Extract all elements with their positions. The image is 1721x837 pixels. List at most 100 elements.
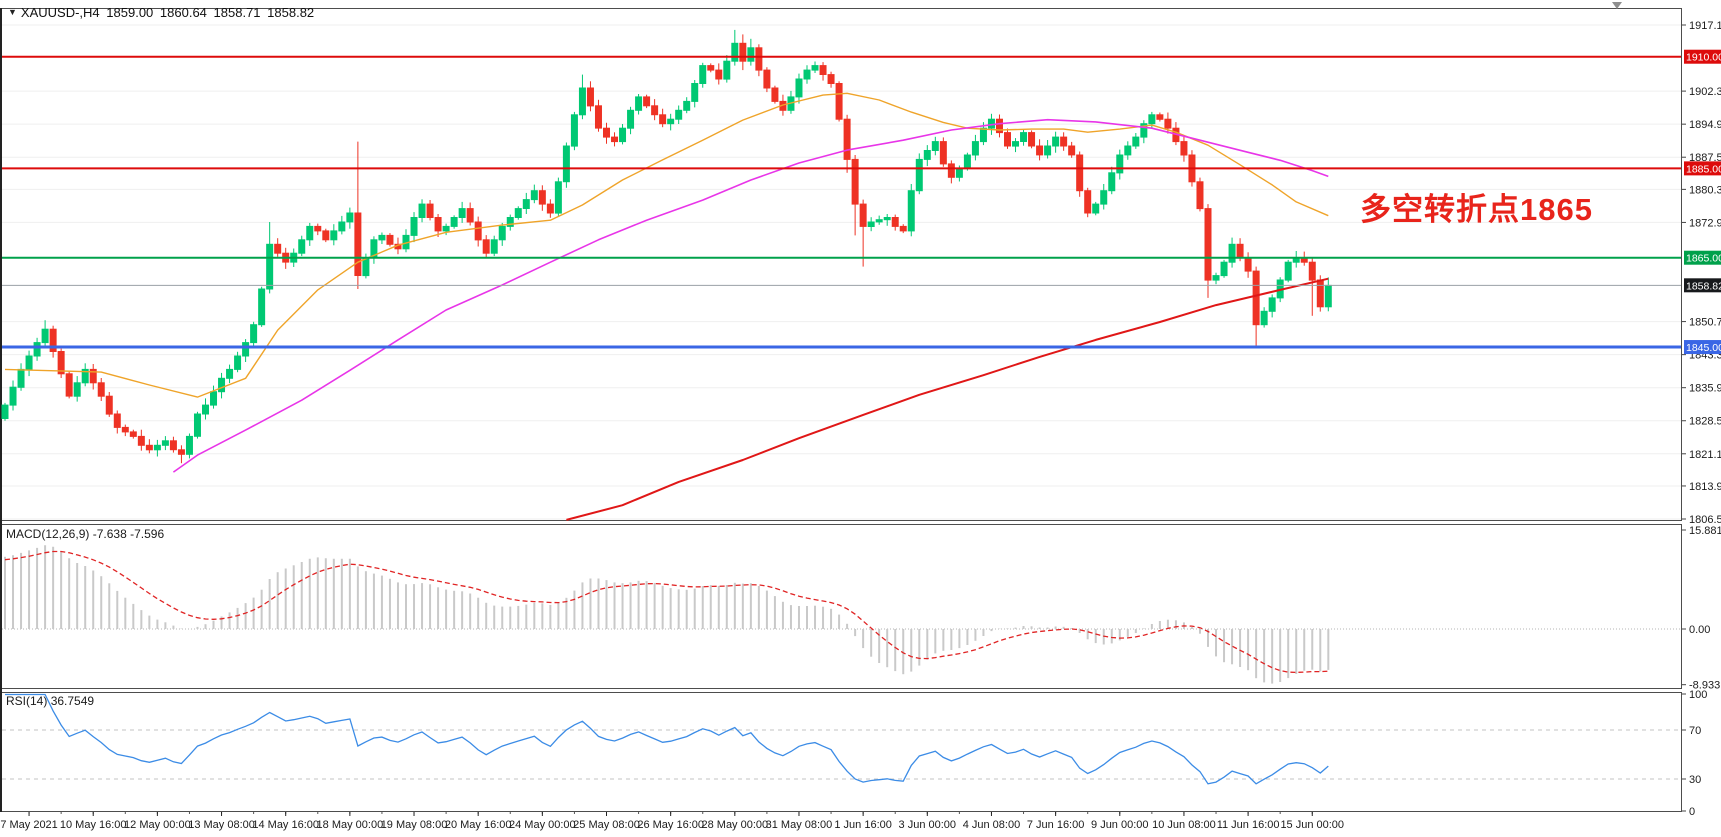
price-axis-label: 1880.30 bbox=[1689, 184, 1721, 196]
candle-bear bbox=[386, 234, 394, 245]
macd-main: -7.638 bbox=[92, 527, 127, 541]
candle-bear bbox=[603, 127, 610, 138]
candle-bull bbox=[1132, 136, 1140, 147]
ma-line-fast-orange bbox=[4, 92, 1329, 398]
candle-bear bbox=[1164, 118, 1172, 129]
candle-bear bbox=[1084, 190, 1092, 214]
time-axis-label: 1 Jun 16:00 bbox=[834, 819, 892, 831]
price-axis-label: 1850.70 bbox=[1689, 317, 1721, 329]
candle-bull bbox=[1140, 123, 1148, 138]
candle-bull bbox=[514, 208, 522, 219]
candle-bull bbox=[210, 391, 218, 406]
candle-bear bbox=[715, 69, 723, 80]
rsi-indicator-label: RSI(14) 36.7549 bbox=[6, 694, 94, 708]
candle-bull bbox=[979, 127, 987, 143]
candle-bull bbox=[226, 368, 234, 379]
candle-bear bbox=[322, 230, 330, 241]
price-label-box bbox=[1684, 250, 1721, 265]
candle-bull bbox=[1052, 136, 1060, 147]
candle-bear bbox=[1204, 208, 1212, 281]
price-label-box bbox=[1684, 278, 1721, 293]
candle-bull bbox=[987, 118, 995, 129]
candle-bull bbox=[907, 190, 915, 232]
price-label-box bbox=[1684, 161, 1721, 176]
price-axis-label: 1917.10 bbox=[1689, 20, 1721, 32]
candle-bull bbox=[683, 100, 691, 111]
title-low-value: 1858.71 bbox=[213, 5, 261, 20]
candle-bear bbox=[546, 203, 554, 214]
time-axis-label: 28 May 00:00 bbox=[701, 819, 768, 831]
candle-bull bbox=[202, 404, 209, 415]
candle-bull bbox=[185, 435, 193, 455]
candle-bear bbox=[707, 65, 715, 71]
time-axis-label: 7 May 2021 bbox=[0, 819, 57, 831]
candle-bull bbox=[258, 288, 266, 326]
candle-bear bbox=[1156, 114, 1164, 120]
candle-bull bbox=[963, 154, 971, 169]
candle-bear bbox=[314, 225, 322, 232]
ma-line-slow-red bbox=[566, 277, 1329, 521]
candle-bear bbox=[859, 203, 867, 227]
title-high-value: 1860.64 bbox=[159, 5, 207, 20]
candle-bear bbox=[538, 190, 546, 205]
candle-bull bbox=[803, 69, 811, 80]
macd-axis-label: 15.881 bbox=[1689, 525, 1721, 537]
candle-bear bbox=[771, 87, 779, 102]
candle-bull bbox=[1260, 310, 1268, 326]
candle-bull bbox=[619, 127, 627, 143]
candle-bull bbox=[378, 234, 386, 241]
price-axis-label: 1894.90 bbox=[1689, 119, 1721, 131]
candle-bear bbox=[643, 96, 651, 107]
candle-bear bbox=[947, 163, 955, 178]
candle-bull bbox=[691, 83, 699, 102]
candle-bear bbox=[1076, 154, 1084, 192]
time-axis-label: 25 May 08:00 bbox=[573, 819, 640, 831]
candle-bull bbox=[17, 368, 25, 388]
chart-shift-marker-icon[interactable] bbox=[1612, 2, 1622, 9]
candle-bull bbox=[931, 141, 939, 152]
candle-bull bbox=[530, 190, 538, 201]
candle-bull bbox=[161, 440, 169, 446]
candle-bear bbox=[274, 243, 282, 254]
candle-bear bbox=[594, 105, 602, 129]
candle-bear bbox=[1004, 132, 1011, 147]
time-axis-label: 3 Jun 00:00 bbox=[899, 819, 957, 831]
candle-bull bbox=[811, 65, 819, 71]
time-axis-label: 12 May 00:00 bbox=[124, 819, 191, 831]
candle-bear bbox=[586, 87, 594, 107]
candle-bull bbox=[562, 145, 570, 183]
price-annotation: 多空转折点1865 bbox=[1360, 192, 1593, 227]
candle-bull bbox=[1020, 132, 1028, 143]
pane-resize-handle-macd[interactable] bbox=[0, 521, 1682, 525]
candle-bear bbox=[651, 105, 659, 116]
candle-bull bbox=[1108, 172, 1116, 192]
rsi-line bbox=[5, 693, 1329, 785]
title-close-value: 1858.82 bbox=[267, 5, 315, 20]
candle-bull bbox=[25, 355, 33, 370]
symbol-period-label: XAUUSD-,H4 bbox=[20, 5, 100, 20]
candle-bull bbox=[242, 342, 250, 357]
rsi-name: RSI(14) bbox=[6, 694, 48, 708]
time-axis-label: 24 May 00:00 bbox=[509, 819, 576, 831]
candle-bull bbox=[346, 212, 354, 223]
symbol-dropdown-icon[interactable]: ▼ bbox=[8, 7, 17, 17]
candle-bull bbox=[675, 109, 683, 120]
title-open-value: 1859.00 bbox=[106, 5, 154, 20]
candle-bull bbox=[1220, 261, 1228, 277]
candle-bull bbox=[41, 328, 49, 344]
candle-bull bbox=[971, 141, 979, 156]
time-axis-label: 18 May 00:00 bbox=[317, 819, 384, 831]
candle-bull bbox=[1116, 154, 1124, 174]
candle-bear bbox=[105, 395, 113, 415]
candle-bear bbox=[113, 413, 121, 428]
pane-resize-handle-rsi[interactable] bbox=[0, 688, 1682, 692]
candle-bull bbox=[731, 42, 739, 62]
candle-bear bbox=[129, 431, 137, 437]
candle-bear bbox=[137, 435, 145, 446]
candle-bear bbox=[1196, 181, 1204, 210]
candle-bull bbox=[1324, 284, 1332, 308]
candle-bull bbox=[1284, 261, 1292, 281]
candle-bull bbox=[1, 404, 9, 420]
candle-bear bbox=[1180, 141, 1188, 156]
